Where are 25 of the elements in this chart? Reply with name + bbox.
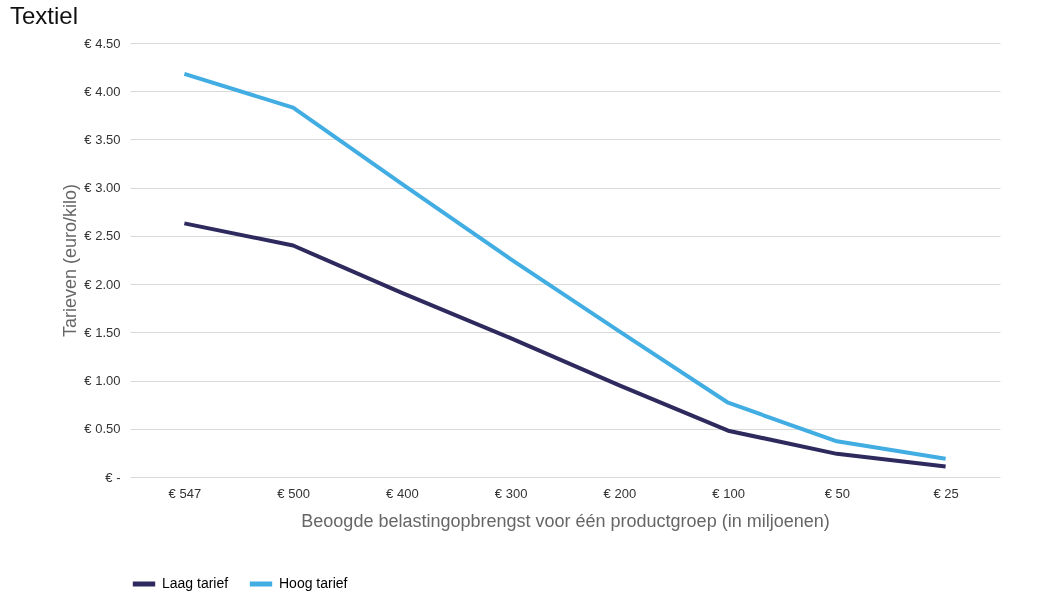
y-tick-label: € 4.00	[84, 83, 121, 99]
y-tick-label: € 4.50	[84, 35, 121, 51]
legend-label: Laag tarief	[162, 575, 229, 591]
x-tick-label: € 300	[494, 485, 528, 501]
y-tick-label: € 2.00	[84, 276, 121, 292]
y-axis-title: Tarieven (euro/kilo)	[60, 183, 81, 338]
y-tick-label: € 3.50	[84, 131, 121, 147]
y-tick-label: € 1.50	[84, 324, 121, 340]
y-tick-label: € -	[105, 469, 121, 485]
y-tick-label: € 3.00	[84, 180, 121, 196]
y-tick-label: € 1.00	[84, 373, 121, 389]
y-tick-label: € 2.50	[84, 228, 121, 244]
x-tick-label: € 547	[168, 485, 202, 501]
x-axis-title: Beoogde belastingopbrengst voor één productgroep (in miljoenen)	[301, 510, 830, 531]
x-tick-label: € 500	[277, 485, 310, 501]
x-tick-label: € 25	[933, 485, 959, 501]
legend-label: Hoog tarief	[279, 575, 348, 591]
line-series	[182, 71, 948, 461]
x-tick-label: € 200	[603, 485, 637, 501]
x-tick-label: € 50	[824, 485, 851, 501]
x-tick-label: € 400	[386, 485, 419, 501]
x-tick-label: € 100	[712, 485, 745, 501]
chart-title: Textiel	[10, 2, 79, 29]
line-series	[182, 221, 948, 469]
y-tick-label: € 0.50	[84, 421, 121, 437]
